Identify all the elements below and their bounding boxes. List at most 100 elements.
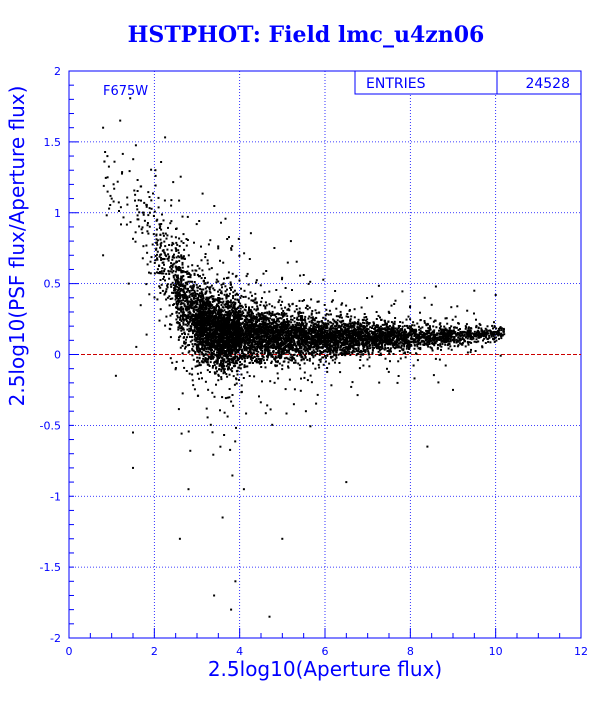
data-point <box>222 314 225 317</box>
data-point <box>218 368 221 371</box>
data-point <box>194 292 197 295</box>
data-point <box>220 308 222 311</box>
data-point <box>181 352 184 355</box>
data-point <box>128 170 131 173</box>
data-point <box>156 253 158 256</box>
data-point <box>287 366 290 369</box>
data-point <box>284 287 287 289</box>
data-point <box>318 353 321 356</box>
data-point <box>175 248 178 251</box>
data-point <box>201 318 204 321</box>
data-point <box>262 320 265 323</box>
data-point <box>177 408 180 411</box>
data-point <box>216 370 218 373</box>
data-point <box>208 335 211 338</box>
data-point <box>191 314 193 317</box>
data-point <box>138 211 141 214</box>
data-point <box>177 282 180 284</box>
data-point <box>253 317 256 320</box>
data-point <box>230 248 233 251</box>
data-point <box>159 286 162 289</box>
data-point <box>244 365 247 368</box>
data-point <box>182 327 185 330</box>
data-point <box>200 292 203 295</box>
data-point <box>154 259 157 262</box>
data-point <box>178 312 181 315</box>
data-point <box>142 211 144 214</box>
data-point <box>156 257 158 260</box>
data-point <box>280 313 283 316</box>
data-point <box>133 189 136 192</box>
data-point <box>284 388 287 391</box>
data-point <box>271 321 274 324</box>
data-point <box>300 325 303 328</box>
data-point <box>315 335 318 338</box>
data-point <box>225 356 228 359</box>
data-point <box>277 351 280 354</box>
data-point <box>214 298 217 301</box>
data-point <box>274 334 277 337</box>
data-point <box>230 357 233 360</box>
data-point <box>205 407 208 410</box>
data-point <box>279 295 282 298</box>
data-point <box>305 338 308 341</box>
data-point <box>202 323 205 326</box>
data-point <box>200 290 203 293</box>
data-point <box>276 318 279 321</box>
data-point <box>284 306 287 309</box>
data-point <box>257 327 260 330</box>
data-point <box>187 351 190 354</box>
data-point <box>223 359 226 362</box>
data-point <box>259 342 261 344</box>
data-point <box>184 341 187 344</box>
data-point <box>136 190 139 192</box>
data-point <box>224 305 227 308</box>
data-point <box>208 371 211 373</box>
data-point <box>183 297 186 300</box>
data-point <box>233 307 236 310</box>
data-point <box>218 288 221 291</box>
data-point <box>206 353 209 356</box>
data-point <box>197 340 200 343</box>
data-point <box>180 310 183 313</box>
data-point <box>228 318 231 321</box>
data-point <box>242 336 245 339</box>
data-point <box>203 340 206 343</box>
data-point <box>166 283 169 286</box>
data-point <box>193 291 196 294</box>
data-point <box>196 394 199 397</box>
data-point <box>218 307 221 310</box>
data-point <box>177 302 180 305</box>
data-point <box>188 344 191 346</box>
data-point <box>261 297 263 300</box>
data-point <box>254 320 257 323</box>
data-point <box>169 283 172 286</box>
data-point <box>157 196 160 199</box>
data-point <box>181 315 184 317</box>
data-point <box>228 343 231 345</box>
data-point <box>222 367 225 370</box>
data-point <box>248 331 251 334</box>
data-point <box>229 358 232 361</box>
data-point <box>196 264 199 267</box>
data-point <box>302 339 305 341</box>
data-point <box>235 377 237 380</box>
data-point <box>181 263 184 266</box>
data-point <box>174 281 177 284</box>
data-point <box>231 272 234 275</box>
data-point <box>106 190 109 193</box>
data-point <box>239 331 242 334</box>
data-point <box>149 272 152 275</box>
data-point <box>218 300 221 303</box>
data-point <box>276 372 279 375</box>
data-point <box>263 322 266 325</box>
data-point <box>223 315 226 318</box>
data-point <box>253 327 256 330</box>
data-point <box>252 340 255 343</box>
data-point <box>224 327 227 329</box>
data-point <box>259 284 262 287</box>
data-point <box>258 336 261 339</box>
data-point <box>250 335 253 338</box>
data-point <box>315 326 318 329</box>
data-point <box>228 324 231 327</box>
